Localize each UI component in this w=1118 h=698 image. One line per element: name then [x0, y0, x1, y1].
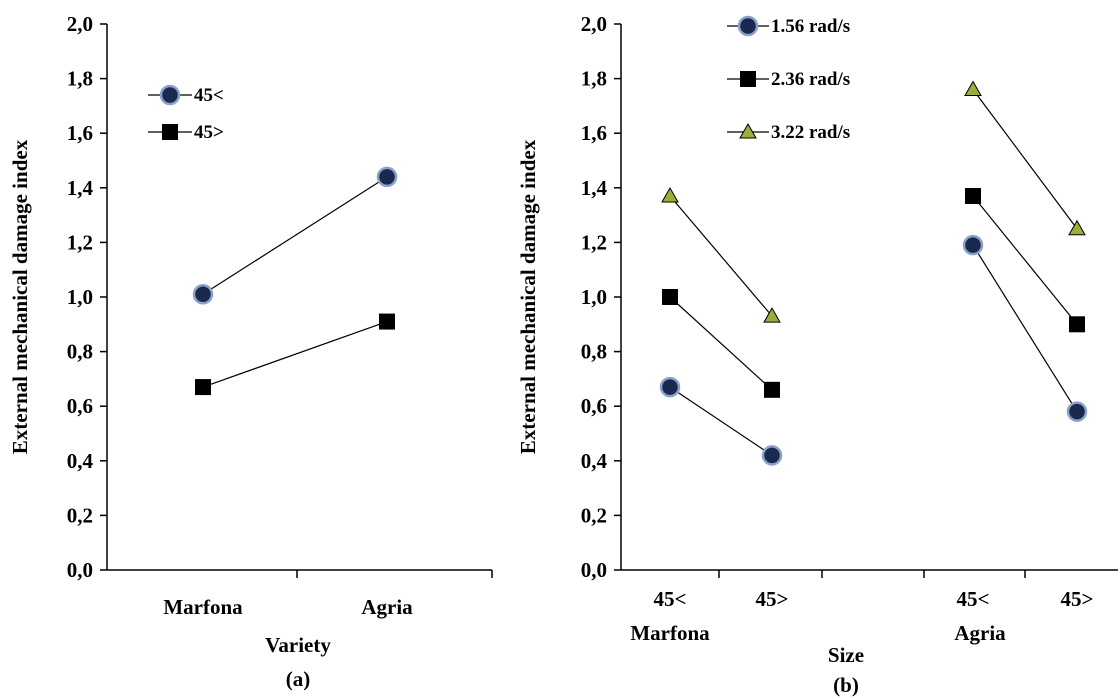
- legend-item: 2.36 rad/s: [727, 69, 850, 90]
- legend-label: 1.56 rad/s: [771, 16, 850, 37]
- legend-label: 3.22 rad/s: [771, 122, 850, 143]
- legend-item: 45<: [148, 84, 224, 106]
- x-axis-title: Size: [828, 643, 864, 667]
- y-tick-label: 1,0: [581, 285, 607, 309]
- data-point-circle: [659, 376, 681, 398]
- x-category-label: Agria: [361, 595, 413, 619]
- y-tick-label: 1,6: [581, 121, 607, 145]
- series-triangle: [661, 80, 1086, 323]
- legend-item: 1.56 rad/s: [727, 15, 850, 37]
- y-tick-label: 0,8: [67, 340, 93, 364]
- legend-marker-triangle: [739, 122, 757, 139]
- y-tick-label: 1,2: [67, 230, 93, 254]
- y-tick-label: 1,2: [581, 230, 607, 254]
- data-point-triangle: [964, 80, 982, 97]
- data-point-square: [195, 379, 211, 396]
- data-point-triangle: [763, 307, 781, 323]
- series-line: [202, 321, 388, 388]
- y-tick-label: 0,8: [581, 340, 607, 364]
- y-tick-label: 1,6: [67, 121, 93, 145]
- y-tick-label: 0,6: [67, 394, 93, 418]
- y-tick-label: 1,8: [67, 67, 93, 91]
- series-square: [195, 313, 395, 396]
- y-tick-label: 0,0: [581, 558, 607, 582]
- data-point-square: [764, 381, 780, 398]
- x-category-label: 45>: [756, 587, 789, 611]
- legend-marker-square: [162, 124, 178, 140]
- panel-label: (b): [833, 673, 859, 697]
- data-point-square: [1069, 316, 1085, 333]
- panel-b: 0,0 0,2 0,4 0,6 0,8 1,0 1,2 1,4 1,6 1,8 2,0 45< 45> 4…: [516, 12, 1118, 697]
- y-tick-label: 2,0: [581, 12, 607, 36]
- series-line: [669, 296, 773, 391]
- legend-label: 45>: [194, 122, 224, 143]
- y-tick-label: 1,0: [67, 285, 93, 309]
- panel-label: (a): [286, 667, 311, 691]
- y-tick-label: 2,0: [67, 12, 93, 36]
- x-category-label: 45<: [957, 587, 990, 611]
- series-line: [972, 89, 1078, 230]
- legend-marker-circle: [159, 84, 181, 106]
- y-tick-label: 0,2: [67, 503, 93, 527]
- x-category-label: 45<: [654, 587, 687, 611]
- x-category-label: 45>: [1061, 587, 1094, 611]
- data-point-triangle: [661, 186, 679, 203]
- data-point-square: [662, 289, 678, 305]
- y-tick-label: 0,2: [581, 503, 607, 527]
- legend-label: 45<: [194, 85, 224, 106]
- series-line: [669, 386, 773, 456]
- y-axis-title: External mechanical damage index: [8, 139, 32, 454]
- y-tick-label: 0,4: [67, 449, 94, 473]
- legend-label: 2.36 rad/s: [771, 69, 850, 90]
- legend-item: 45>: [148, 122, 224, 143]
- legend-item: 3.22 rad/s: [727, 122, 850, 143]
- data-point-circle: [376, 166, 398, 188]
- x-category-label: Marfona: [163, 595, 243, 619]
- panel-a: 0,0 0,2 0,4 0,6 0,8 1,0 1,2 1,4 1,6 1,8 2,0 Marfona…: [8, 12, 493, 691]
- series-line: [972, 195, 1078, 325]
- y-tick-label: 1,8: [581, 67, 607, 91]
- series-square: [662, 187, 1085, 398]
- y-tick-label: 0,0: [67, 558, 93, 582]
- y-tick-label: 1,4: [581, 176, 608, 200]
- data-point-triangle: [1068, 219, 1086, 236]
- x-group-label: Marfona: [630, 621, 710, 645]
- x-axis-title: Variety: [265, 633, 331, 657]
- data-point-square: [379, 313, 395, 330]
- x-group-label: Agria: [954, 621, 1006, 645]
- series-circle: [192, 166, 398, 305]
- data-point-square: [965, 187, 981, 204]
- legend-marker-square: [740, 71, 756, 87]
- data-point-circle: [761, 445, 783, 466]
- legend-marker-circle: [737, 15, 759, 37]
- y-tick-label: 0,4: [581, 449, 608, 473]
- series-line: [972, 244, 1078, 412]
- data-point-circle: [1066, 401, 1088, 422]
- y-tick-label: 0,6: [581, 394, 607, 418]
- data-point-circle: [192, 284, 214, 305]
- y-tick-label: 1,4: [67, 176, 94, 200]
- y-axis-title: External mechanical damage index: [516, 139, 540, 454]
- series-line: [669, 195, 773, 317]
- series-line: [202, 176, 388, 295]
- data-point-circle: [962, 234, 984, 256]
- series-circle: [659, 234, 1088, 466]
